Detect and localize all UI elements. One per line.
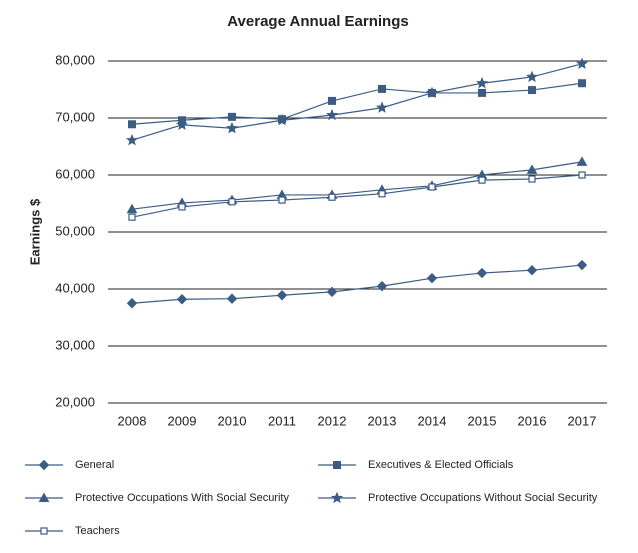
data-point <box>576 259 588 271</box>
data-point <box>425 86 439 99</box>
y-axis-label: Earnings $ <box>27 198 42 265</box>
y-tick-label: 60,000 <box>55 166 95 181</box>
data-point <box>326 286 338 298</box>
y-tick-label: 40,000 <box>55 280 95 295</box>
data-point <box>476 267 488 279</box>
data-point <box>228 198 236 206</box>
data-point <box>526 264 538 276</box>
data-point <box>328 96 336 105</box>
data-point <box>526 164 538 174</box>
legend-label: Teachers <box>75 525 120 537</box>
legend-label: Protective Occupations Without Social Se… <box>368 492 598 504</box>
data-point <box>375 101 389 113</box>
y-tick-label: 50,000 <box>55 223 95 238</box>
data-point <box>125 133 139 146</box>
data-point <box>378 190 386 198</box>
data-point <box>426 272 438 284</box>
data-point <box>378 84 386 93</box>
data-point <box>275 113 289 126</box>
data-point <box>428 183 436 191</box>
x-tick-label: 2014 <box>418 413 447 428</box>
data-point <box>225 121 239 134</box>
data-point <box>128 120 136 129</box>
data-point <box>178 203 186 211</box>
series-line <box>131 161 583 210</box>
x-tick-label: 2013 <box>368 413 397 428</box>
y-tick-label: 80,000 <box>55 52 95 67</box>
data-point <box>226 293 238 304</box>
series-line <box>131 63 583 141</box>
data-point <box>325 108 339 121</box>
data-point <box>175 118 189 130</box>
series-line <box>131 174 583 218</box>
data-point <box>328 193 336 201</box>
data-point <box>228 112 236 121</box>
data-point <box>126 203 138 214</box>
data-point <box>176 294 188 305</box>
data-point <box>376 280 388 292</box>
y-tick-label: 30,000 <box>55 337 95 352</box>
y-tick-label: 70,000 <box>55 109 95 124</box>
data-point <box>478 176 486 184</box>
data-point <box>576 156 588 166</box>
data-point <box>578 171 586 179</box>
data-point <box>475 76 489 89</box>
data-point <box>128 213 136 221</box>
x-tick-label: 2008 <box>118 413 147 428</box>
x-tick-label: 2017 <box>568 413 597 428</box>
data-point <box>575 57 589 69</box>
chart-title: Average Annual Earnings <box>227 13 408 30</box>
x-tick-label: 2016 <box>518 413 547 428</box>
legend-label: General <box>75 459 114 471</box>
data-point <box>525 70 539 83</box>
legend-marker <box>40 527 48 535</box>
series-line <box>131 82 583 125</box>
data-point <box>528 86 536 95</box>
x-tick-label: 2011 <box>268 413 296 428</box>
data-point <box>578 79 586 88</box>
data-point <box>126 298 138 309</box>
data-point <box>478 88 486 97</box>
x-tick-label: 2015 <box>468 413 497 428</box>
data-point <box>528 175 536 183</box>
x-tick-label: 2009 <box>168 413 197 428</box>
legend-marker <box>330 491 344 504</box>
series-line <box>131 264 583 304</box>
legend-label: Executives & Elected Officials <box>368 459 514 471</box>
y-tick-label: 20,000 <box>55 394 95 409</box>
data-point <box>276 290 288 301</box>
legend-marker <box>333 461 341 469</box>
data-point <box>278 196 286 204</box>
x-tick-label: 2010 <box>218 413 247 428</box>
legend-marker <box>38 459 50 471</box>
x-tick-label: 2012 <box>318 413 347 428</box>
legend-marker <box>38 492 50 502</box>
legend-label: Protective Occupations With Social Secur… <box>75 492 289 504</box>
